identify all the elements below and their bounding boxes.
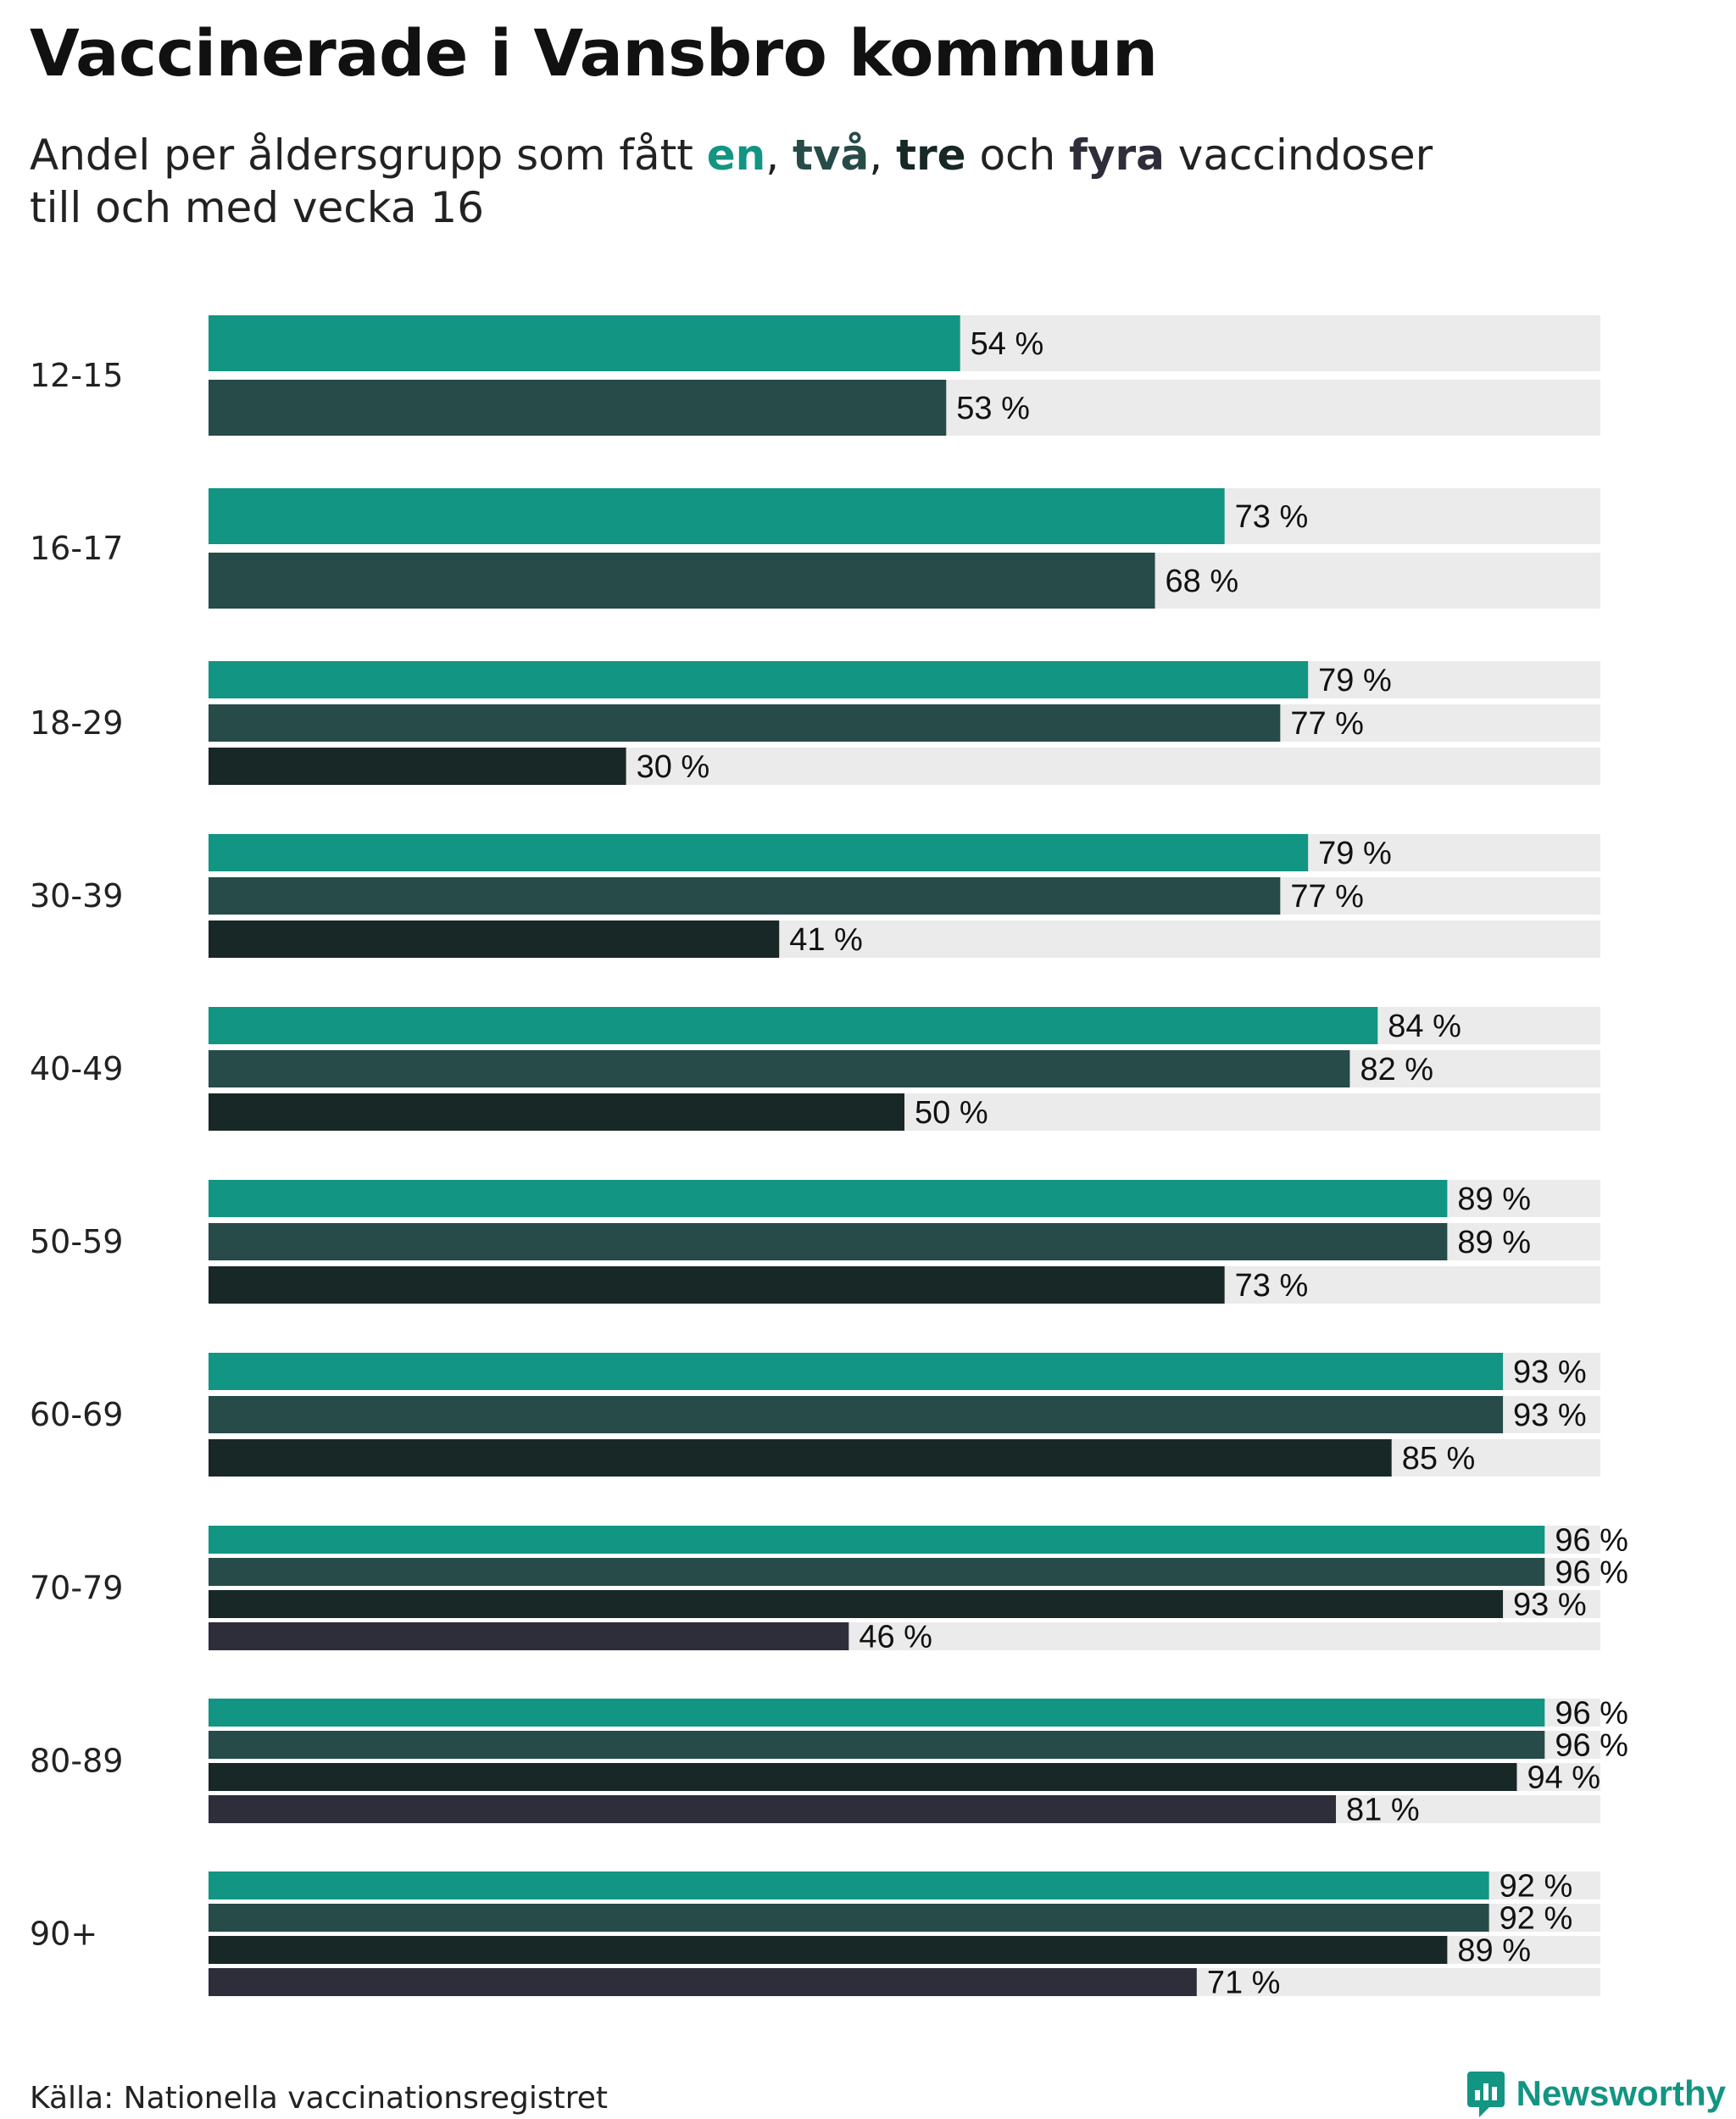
bar-en [209,1872,1489,1899]
age-group-label: 40-49 [30,1050,123,1087]
bar-tre [209,920,780,958]
subtitle-line2: till och med vecka 16 [30,183,485,232]
data-label: 79 % [1318,663,1392,698]
data-label: 81 % [1346,1793,1420,1828]
legend-dose-three: tre [896,131,966,180]
age-group-label: 50-59 [30,1223,123,1260]
bar-en [209,834,1309,871]
brand-name: Newsworthy [1516,2073,1726,2113]
legend-dose-one: en [706,131,766,180]
bar-två [209,1223,1448,1260]
data-label: 89 % [1457,1225,1531,1260]
data-label: 68 % [1166,564,1239,599]
data-label: 71 % [1207,1966,1281,2001]
bar-fyra [209,1622,849,1650]
bar-en [209,488,1225,544]
data-label: 50 % [915,1095,988,1131]
data-label: 73 % [1235,1268,1309,1304]
data-label: 89 % [1457,1933,1531,1969]
age-group-label: 90+ [30,1916,97,1953]
bar-tre [209,1590,1504,1618]
data-label: 77 % [1290,879,1364,915]
data-label: 96 % [1555,1728,1628,1764]
data-label: 89 % [1457,1182,1531,1217]
bar-en [209,1699,1545,1727]
subtitle-separator: , [869,131,897,180]
bar-en [209,1526,1545,1554]
data-label: 93 % [1513,1588,1587,1623]
data-label: 73 % [1235,499,1309,535]
age-group-label: 60-69 [30,1396,123,1433]
legend-dose-four: fyra [1069,131,1165,180]
bar-en [209,315,960,371]
subtitle-text: Andel per åldersgrupp som fått [30,131,707,180]
bar-två [209,553,1155,609]
bar-en [209,1180,1448,1217]
data-label: 96 % [1555,1523,1628,1559]
bar-tre [209,1936,1448,1964]
age-group-label: 70-79 [30,1570,123,1607]
chart-title: Vaccinerade i Vansbro kommun [30,15,1158,91]
bar-två [209,1904,1489,1932]
bar-tre [209,1266,1225,1304]
bar-två [209,1731,1545,1759]
data-label: 77 % [1290,706,1364,742]
age-group-label: 12-15 [30,357,123,394]
data-label: 79 % [1318,836,1392,871]
data-label: 93 % [1513,1398,1587,1433]
bar-två [209,1558,1545,1586]
bar-en [209,1353,1504,1390]
data-label: 46 % [859,1620,932,1655]
data-label: 82 % [1360,1052,1433,1087]
data-label: 53 % [956,391,1030,426]
bar-tre [209,1439,1392,1477]
source-note: Källa: Nationella vaccinationsregistret [30,2081,608,2116]
data-label: 84 % [1388,1009,1461,1044]
data-label: 92 % [1500,1901,1573,1937]
bar-fyra [209,1968,1197,1996]
bar-två [209,380,947,436]
bar-två [209,704,1281,742]
bar-tre [209,748,626,785]
age-group-label: 30-39 [30,877,123,915]
age-group-label: 16-17 [30,530,123,567]
bar-två [209,1396,1504,1433]
data-label: 96 % [1555,1555,1628,1591]
chart-subtitle: Andel per åldersgrupp som fått en, två, … [30,129,1640,234]
data-label: 41 % [789,922,863,958]
data-label: 93 % [1513,1354,1587,1390]
bar-tre [209,1763,1517,1791]
bar-två [209,877,1281,915]
data-label: 85 % [1402,1441,1476,1477]
legend-dose-two: två [793,131,870,180]
age-group-label: 80-89 [30,1743,123,1780]
bar-en [209,1007,1378,1044]
subtitle-separator: , [765,131,793,180]
bar-en [209,661,1309,698]
data-label: 94 % [1527,1760,1600,1796]
age-group-label: 18-29 [30,704,123,742]
data-label: 96 % [1555,1696,1628,1732]
data-label: 92 % [1500,1869,1573,1905]
bar-två [209,1050,1350,1087]
data-label: 54 % [971,326,1044,362]
bar-fyra [209,1795,1337,1823]
subtitle-separator: och [965,131,1070,180]
bar-chart: 12-15 54 % 53 % 16-17 73 % 68 % 18-29 79 % 77 % 3… [30,315,1628,2001]
newsworthy-logo-icon [1466,2072,1505,2117]
subtitle-text: vaccindoser [1164,131,1433,180]
data-label: 30 % [637,749,710,785]
brand-logo: Newsworthy [1466,2068,1726,2119]
bar-tre [209,1093,904,1131]
